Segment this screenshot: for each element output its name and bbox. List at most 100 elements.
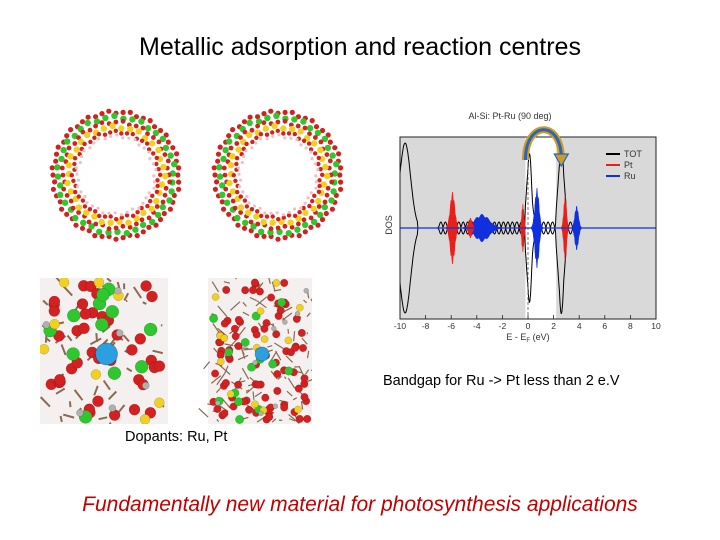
atom <box>265 412 274 421</box>
legend-label: Pt <box>624 160 633 170</box>
atom <box>171 161 178 168</box>
atom <box>66 145 72 151</box>
atom <box>72 156 78 161</box>
atom <box>137 143 141 147</box>
arrow-head <box>553 153 570 168</box>
atom <box>72 141 78 146</box>
atom <box>313 135 318 140</box>
atom <box>316 168 320 172</box>
atom <box>245 405 254 414</box>
atom <box>130 131 135 137</box>
atom <box>214 179 220 185</box>
atom <box>148 218 156 226</box>
atom <box>114 286 122 295</box>
atom <box>316 189 322 194</box>
atom <box>295 303 304 312</box>
atom <box>240 338 250 347</box>
atom <box>223 186 229 192</box>
atom <box>241 190 245 194</box>
atom <box>234 161 239 167</box>
atom <box>142 381 150 390</box>
atom <box>289 109 295 115</box>
atom <box>119 215 125 220</box>
atom <box>255 123 260 129</box>
x-tick-label: 2 <box>551 321 556 331</box>
atom <box>306 125 314 132</box>
atom <box>275 211 279 215</box>
atom <box>161 210 167 217</box>
atom <box>252 204 256 208</box>
atom <box>241 286 250 295</box>
atom <box>88 139 93 145</box>
atom <box>292 213 298 218</box>
bond <box>239 380 246 383</box>
atom <box>120 223 126 229</box>
atom <box>270 130 275 135</box>
atom <box>59 206 65 212</box>
atom <box>71 178 76 183</box>
atom <box>308 147 314 152</box>
atom <box>301 217 307 223</box>
atom <box>281 213 285 217</box>
atom <box>229 153 236 160</box>
atom <box>96 288 110 302</box>
atom <box>82 141 87 147</box>
atom <box>75 185 80 189</box>
atom <box>322 199 328 205</box>
atom <box>304 146 308 150</box>
atom <box>314 129 322 137</box>
atom <box>65 162 73 169</box>
bond <box>223 281 231 284</box>
atom <box>301 205 306 211</box>
atom <box>76 298 89 310</box>
atom <box>133 138 137 142</box>
atom <box>262 125 269 132</box>
dos-curves <box>399 137 656 319</box>
bond <box>229 301 241 311</box>
atom <box>232 205 238 211</box>
atom <box>221 378 230 388</box>
bond <box>273 289 282 292</box>
atom <box>333 161 340 168</box>
atom <box>316 155 321 161</box>
atom <box>313 151 318 156</box>
bond <box>286 390 293 397</box>
dopant-atom <box>95 342 118 366</box>
atom <box>234 214 241 222</box>
atom <box>268 359 278 369</box>
atom <box>113 211 117 215</box>
atom <box>221 206 227 212</box>
bond <box>307 379 312 382</box>
bond <box>122 334 130 343</box>
atom <box>286 131 292 136</box>
atom <box>140 125 146 131</box>
atom <box>300 118 307 125</box>
atom <box>245 195 249 199</box>
atom <box>336 151 342 157</box>
bond <box>300 401 304 410</box>
atom <box>113 128 119 133</box>
atom <box>79 225 86 231</box>
bond <box>269 351 278 363</box>
bond <box>142 301 147 305</box>
atom <box>273 112 280 119</box>
atom <box>273 386 282 395</box>
atom <box>275 119 281 125</box>
atom <box>289 136 293 140</box>
atom <box>57 199 63 205</box>
atom <box>151 162 155 166</box>
atom <box>216 164 223 171</box>
atom <box>76 194 81 199</box>
atom <box>215 400 221 406</box>
atom <box>176 186 182 192</box>
bond <box>283 376 287 380</box>
atom <box>70 205 76 211</box>
atom <box>230 127 236 133</box>
atom <box>242 154 246 159</box>
atom <box>314 180 318 184</box>
bond <box>108 422 112 424</box>
atom <box>295 414 304 423</box>
atom <box>154 211 162 219</box>
atom <box>111 112 118 119</box>
atom <box>96 137 101 141</box>
